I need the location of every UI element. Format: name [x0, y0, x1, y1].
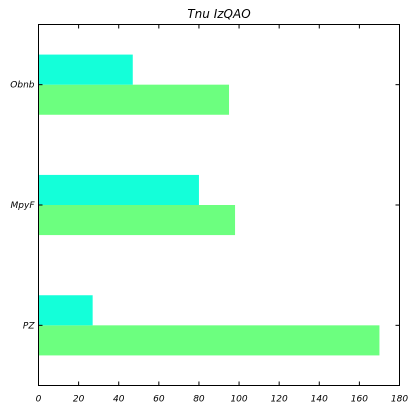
bar-series2-Obnb	[38, 54, 133, 85]
x-tick-label-180: 180	[391, 395, 408, 405]
bar-series1-PZ	[38, 325, 380, 356]
x-axis: 0 20 40 60 80 100 120 140 160 180	[36, 24, 408, 405]
x-tick-label-160: 160	[351, 395, 368, 405]
chart-title: Tnu IzQAO	[187, 7, 250, 21]
y-tick-label-MpyF: MpyF	[11, 201, 36, 211]
y-axis: PZ MpyF Obnb	[10, 81, 400, 331]
x-tick-label-100: 100	[230, 395, 247, 405]
x-tick-label-80: 80	[193, 395, 205, 405]
x-tick-label-120: 120	[271, 395, 288, 405]
x-tick-label-0: 0	[36, 395, 42, 405]
bar-series2-PZ	[38, 295, 93, 326]
bars-group	[38, 54, 380, 356]
x-tick-label-140: 140	[311, 395, 328, 405]
bar-series2-MpyF	[38, 174, 199, 205]
y-tick-label-Obnb: Obnb	[10, 81, 35, 91]
x-tick-label-40: 40	[113, 395, 125, 405]
bar-series1-Obnb	[38, 84, 230, 115]
x-tick-label-20: 20	[73, 395, 85, 405]
y-tick-label-PZ: PZ	[23, 321, 35, 331]
x-tick-label-60: 60	[153, 395, 165, 405]
bar-series1-MpyF	[38, 205, 236, 236]
